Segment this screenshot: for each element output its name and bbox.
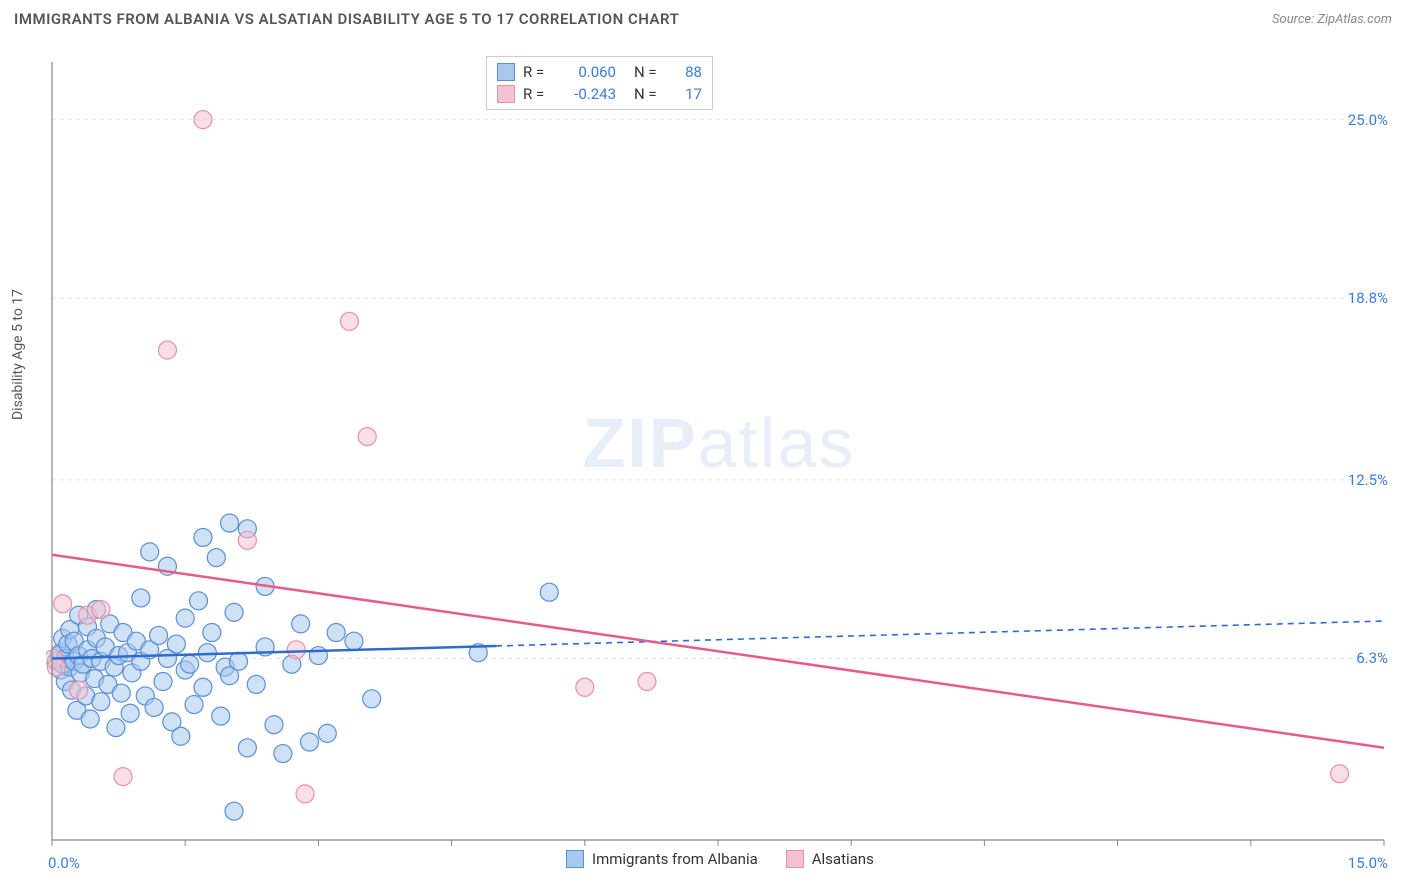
r-value: 0.060 [561,63,616,81]
legend-item-albania: Immigrants from Albania [566,850,758,868]
series-legend: Immigrants from Albania Alsatians [566,850,874,868]
y-tick-label: 12.5% [1348,471,1388,489]
source-attribution: Source: ZipAtlas.com [1272,12,1392,27]
legend-label: Alsatians [812,850,874,868]
r-label: R = [523,85,553,103]
n-value: 88 [672,63,702,81]
legend-swatch [566,850,584,868]
legend-label: Immigrants from Albania [592,850,758,868]
n-label: N = [634,85,664,103]
x-tick-max: 15.0% [1348,854,1388,872]
r-label: R = [523,63,553,81]
correlation-legend: R = 0.060 N = 88 R = -0.243 N = 17 [486,56,713,110]
x-tick-min: 0.0% [48,854,80,872]
legend-swatch [786,850,804,868]
legend-row-albania: R = 0.060 N = 88 [497,61,702,83]
n-value: 17 [672,85,702,103]
y-tick-label: 25.0% [1348,111,1388,129]
chart-title: IMMIGRANTS FROM ALBANIA VS ALSATIAN DISA… [14,10,679,28]
legend-row-alsatians: R = -0.243 N = 17 [497,83,702,105]
legend-item-alsatians: Alsatians [786,850,874,868]
r-value: -0.243 [561,85,616,103]
y-tick-label: 18.8% [1348,289,1388,307]
scatter-plot [46,44,1390,846]
chart-container: ZIPatlas R =0.060N =88R =-0.243N =17 Imm… [46,44,1392,842]
y-axis-label: Disability Age 5 to 17 [10,289,26,420]
legend-swatch [497,63,515,81]
legend-swatch [497,85,515,103]
n-label: N = [634,63,664,81]
y-tick-label: 6.3% [1356,649,1388,667]
